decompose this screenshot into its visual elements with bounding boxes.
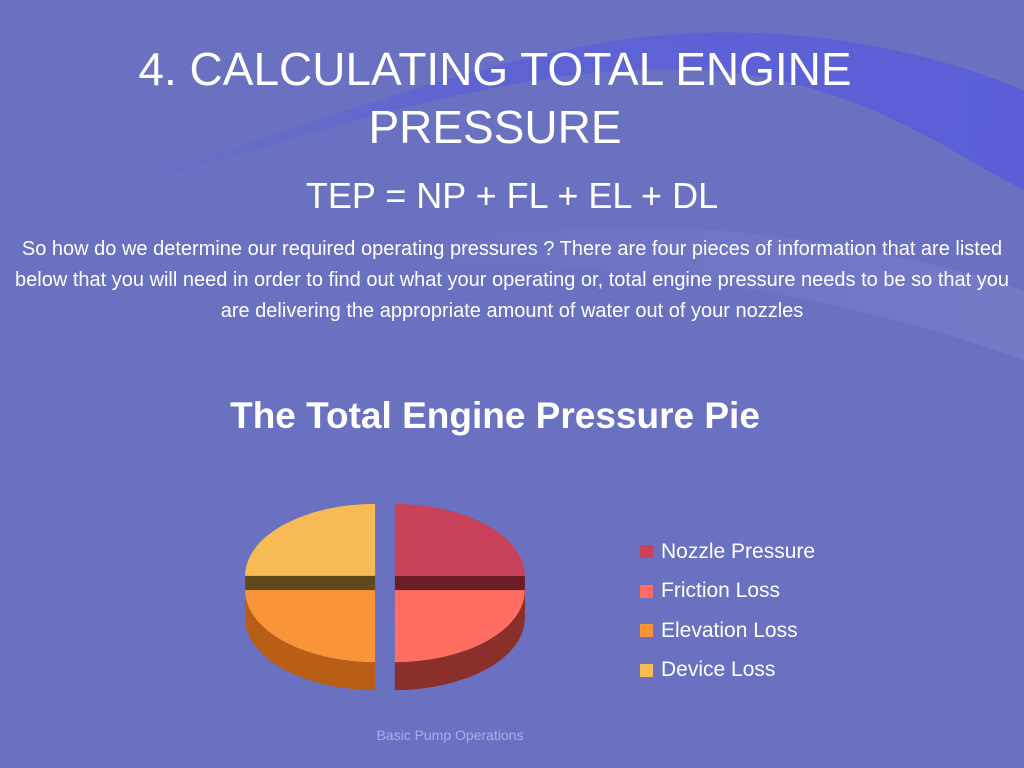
legend-swatch [640, 663, 653, 677]
pie-chart [245, 503, 525, 691]
tep-formula: TEP = NP + FL + EL + DL [305, 175, 719, 216]
pie-slice [394, 590, 525, 691]
legend-swatch [640, 624, 653, 638]
pie-slice [245, 503, 376, 604]
legend-item: Nozzle Pressure [640, 532, 815, 572]
slide-title: 4. CALCULATING TOTAL ENGINE PRESSURE [138, 43, 852, 153]
legend-item: Device Loss [640, 651, 815, 691]
legend-label: Elevation Loss [661, 618, 798, 642]
pie-slice [245, 590, 376, 691]
legend-label: Device Loss [661, 658, 776, 682]
footer-text: Basic Pump Operations [376, 727, 524, 743]
legend-label: Friction Loss [661, 579, 781, 603]
legend-swatch [640, 545, 653, 559]
legend-item: Friction Loss [640, 572, 815, 612]
chart-legend: Nozzle Pressure Friction Loss Elevation Lo… [640, 532, 815, 690]
legend-swatch [640, 584, 653, 598]
chart-title: The Total Engine Pressure Pie [230, 395, 760, 436]
legend-item: Elevation Loss [640, 611, 815, 651]
pie-slice [394, 503, 525, 604]
intro-paragraph: So how do we determine our required oper… [15, 238, 1009, 322]
legend-label: Nozzle Pressure [661, 539, 816, 563]
